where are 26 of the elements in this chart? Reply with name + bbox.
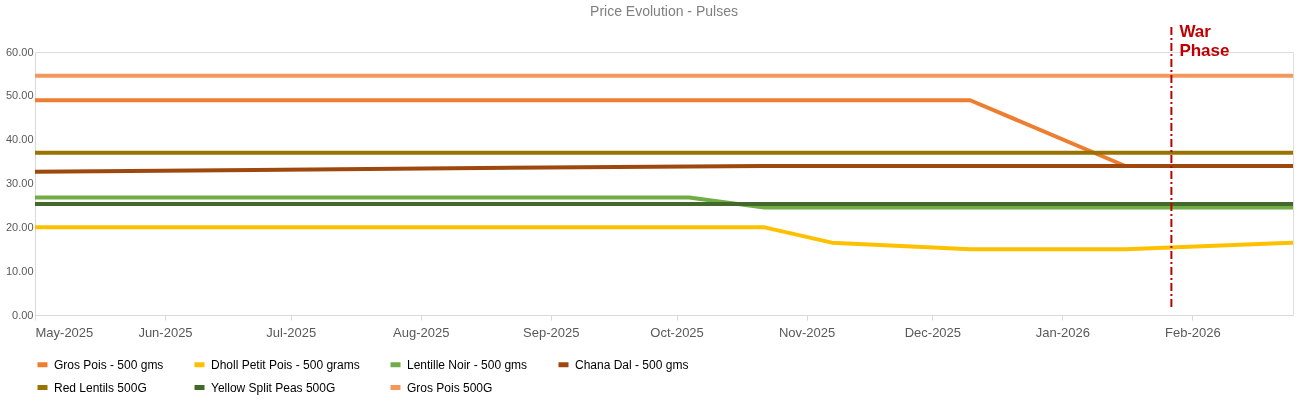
ref-line-label: War Phase xyxy=(1179,22,1230,60)
x-tick-label: Jun-2025 xyxy=(138,324,193,340)
x-tick-label: May-2025 xyxy=(35,324,94,340)
x-tick-label: Nov-2025 xyxy=(778,324,836,340)
legend-label: Dholl Petit Pois - 500 grams xyxy=(211,357,360,372)
legend-label: Lentille Noir - 500 gms xyxy=(407,357,528,372)
y-tick-label: 50.00 xyxy=(5,89,34,102)
y-tick-label: 10.00 xyxy=(5,264,34,277)
x-tick-label: Jan-2026 xyxy=(1035,324,1090,340)
x-tick-label: Oct-2025 xyxy=(650,324,704,340)
legend-label: Gros Pois - 500 gms xyxy=(54,357,164,372)
x-tick-label: Jul-2025 xyxy=(266,324,317,340)
legend-label: Gros Pois 500G xyxy=(407,380,493,395)
x-tick-label: Feb-2026 xyxy=(1165,324,1221,340)
legend-label: Chana Dal - 500 gms xyxy=(575,357,689,372)
chart-title: Price Evolution - Pulses xyxy=(590,3,738,19)
x-tick-label: Sep-2025 xyxy=(523,324,580,340)
legend-label: Yellow Split Peas 500G xyxy=(211,380,336,395)
y-tick-label: 30.00 xyxy=(5,177,34,189)
y-tick-label: 0.00 xyxy=(12,308,34,321)
y-tick-label: 60.00 xyxy=(5,45,34,58)
legend-label: Red Lentils 500G xyxy=(54,380,147,395)
y-tick-label: 40.00 xyxy=(5,133,34,146)
x-tick-label: Dec-2025 xyxy=(904,324,962,340)
x-tick-label: Aug-2025 xyxy=(393,324,450,340)
y-tick-label: 20.00 xyxy=(5,220,34,233)
